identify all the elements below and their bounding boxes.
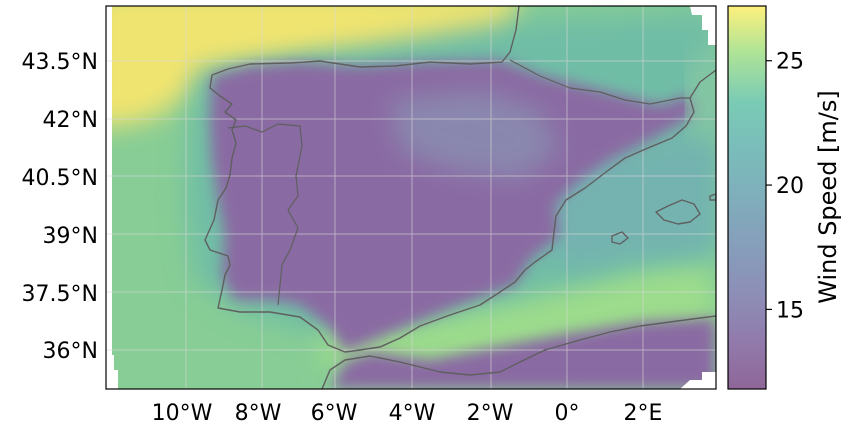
field-gulf-of-lion <box>690 50 716 140</box>
coastlines <box>204 6 716 389</box>
coastline-balearic-ibiza <box>611 231 629 245</box>
y-axis-tick-labels: 43.5°N 42°N 40.5°N 39°N 37.5°N 36°N <box>22 50 98 364</box>
colorbar-label: Wind Speed [m/s] <box>814 90 842 304</box>
coastline-iberia <box>204 6 716 353</box>
no-data-mask <box>106 6 716 389</box>
no-data-bottom-left <box>106 355 118 389</box>
border-portugal-spain <box>227 123 303 306</box>
coastline-balearic-menorca <box>709 193 716 201</box>
x-tick-label: 2°E <box>624 401 663 426</box>
colorbar: 15 20 25 Wind Speed [m/s] <box>727 5 842 390</box>
x-tick-label: 6°W <box>311 401 358 426</box>
y-tick-label: 36°N <box>43 339 98 364</box>
colorbar-tick-label: 20 <box>776 174 804 199</box>
colorbar-tick-label: 25 <box>776 50 804 75</box>
x-tick-label: 2°W <box>467 401 514 426</box>
coastline-balearic-mallorca <box>655 199 701 225</box>
y-tick-label: 43.5°N <box>22 50 98 75</box>
field-biscay-high <box>106 6 517 128</box>
border-spain-france <box>509 59 690 105</box>
x-tick-label: 4°W <box>389 401 436 426</box>
no-data-right <box>690 6 716 45</box>
field-iberia-low <box>210 60 700 352</box>
field-north-africa-low <box>330 318 716 389</box>
x-tick-label: 0° <box>555 401 580 426</box>
colorbar-gradient <box>728 6 766 389</box>
no-data-left <box>106 6 112 389</box>
colorbar-tick-label: 15 <box>776 298 804 323</box>
x-tick-label: 8°W <box>235 401 282 426</box>
wind-speed-field <box>106 6 716 389</box>
y-tick-label: 42°N <box>43 108 98 133</box>
field-central-plateau <box>390 90 560 180</box>
colorbar-frame <box>727 5 767 390</box>
field-alboran-high <box>320 260 716 375</box>
colorbar-ticks: 15 20 25 <box>766 50 804 323</box>
x-axis-tick-labels: 10°W 8°W 6°W 4°W 2°W 0° 2°E <box>152 401 663 426</box>
map-plot-area <box>106 6 716 389</box>
y-tick-label: 39°N <box>43 224 98 249</box>
y-tick-label: 37.5°N <box>22 282 98 307</box>
y-tick-label: 40.5°N <box>22 166 98 191</box>
no-data-bottom-right <box>680 372 716 389</box>
x-tick-label: 10°W <box>152 401 213 426</box>
map-frame <box>105 5 717 390</box>
coastline-north-africa <box>321 315 716 389</box>
